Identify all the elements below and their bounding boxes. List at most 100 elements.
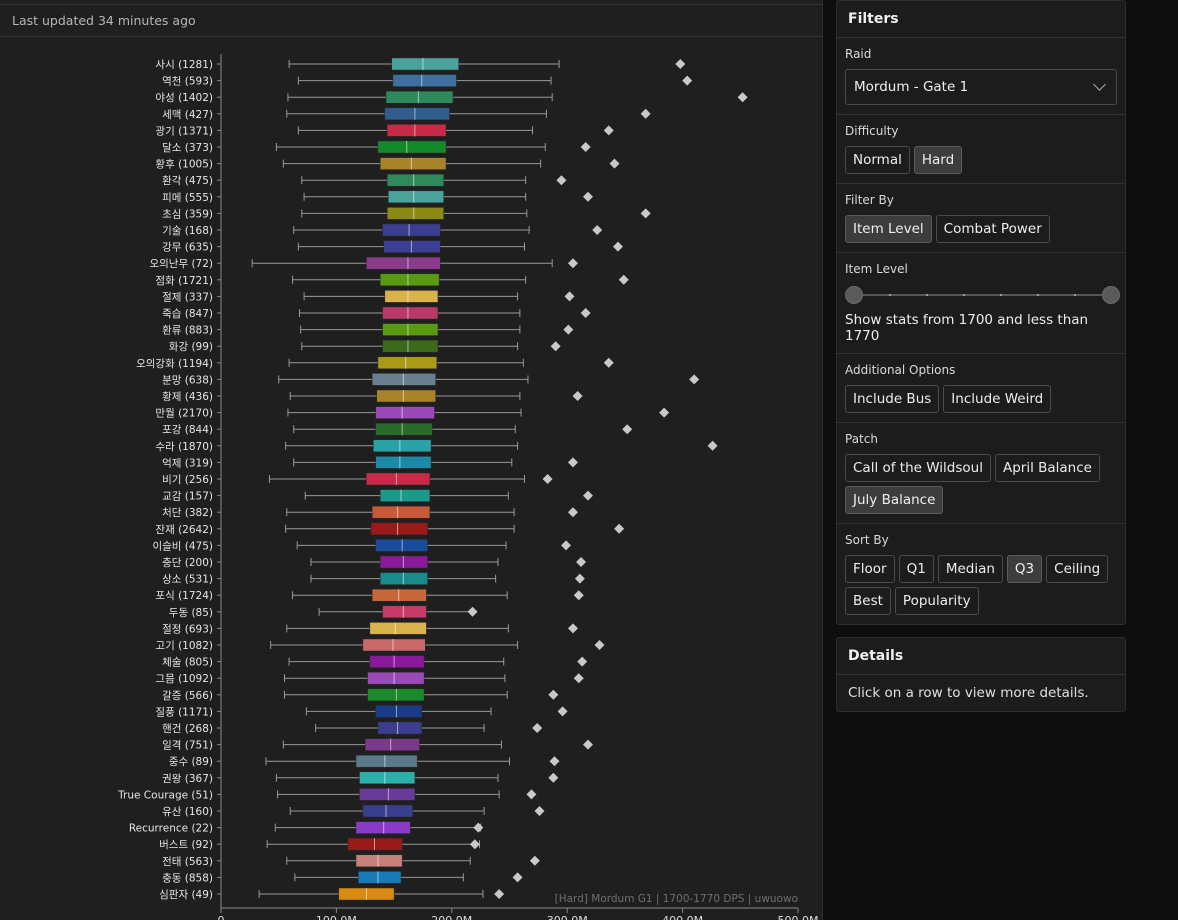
- chart-row[interactable]: 화강 (99): [169, 339, 561, 353]
- best-marker: [567, 623, 578, 634]
- chart-row[interactable]: 처단 (382): [162, 505, 578, 519]
- chart-row[interactable]: 초심 (359): [162, 207, 651, 220]
- chart-row[interactable]: 심판자 (49): [159, 887, 505, 901]
- slider-handle-min[interactable]: [845, 286, 863, 304]
- chart-row[interactable]: 버스트 (92): [159, 837, 480, 851]
- chart-row[interactable]: 죽습 (847): [162, 306, 591, 320]
- best-marker: [612, 241, 623, 252]
- chart-row[interactable]: 그믐 (1092): [155, 671, 584, 685]
- iqr-box: [380, 555, 428, 569]
- row-label: 죽습 (847): [162, 308, 213, 320]
- chart-row[interactable]: 사시 (1281): [155, 57, 686, 71]
- sort-q1-button[interactable]: Q1: [898, 555, 934, 583]
- chart-row[interactable]: 절정 (693): [162, 622, 578, 635]
- chart-row[interactable]: True Courage (51): [117, 788, 537, 801]
- sort-best-button[interactable]: Best: [845, 587, 891, 615]
- chart-row[interactable]: 교감 (157): [162, 489, 593, 503]
- chart-row[interactable]: 달소 (373): [162, 140, 591, 154]
- sort-floor-button[interactable]: Floor: [845, 555, 895, 583]
- chart-row[interactable]: 분망 (638): [162, 373, 700, 386]
- best-marker: [542, 474, 553, 484]
- sort-median-button[interactable]: Median: [937, 555, 1003, 583]
- chart-row[interactable]: 억제 (319): [162, 456, 578, 469]
- chart-row[interactable]: 피메 (555): [162, 190, 593, 204]
- patch-april-balance-button[interactable]: April Balance: [994, 454, 1100, 482]
- chart-row[interactable]: 잔재 (2642): [155, 522, 625, 536]
- chart-row[interactable]: 중수 (89): [169, 754, 560, 768]
- sort-popularity-button[interactable]: Popularity: [894, 587, 979, 615]
- best-marker: [594, 640, 605, 650]
- chart-row[interactable]: 질풍 (1171): [155, 705, 568, 718]
- patch-call-of-the-wildsoul-button[interactable]: Call of the Wildsoul: [845, 454, 991, 482]
- last-updated: Last updated 34 minutes ago: [0, 4, 822, 37]
- chart-row[interactable]: 이슬비 (475): [152, 539, 572, 552]
- row-label: 점화 (1721): [155, 275, 213, 287]
- x-tick-label: 500.0M: [778, 914, 819, 920]
- chart-row[interactable]: 충동 (858): [162, 871, 523, 884]
- filter-item-level-button[interactable]: Item Level: [845, 215, 932, 243]
- filters-title: Filters: [837, 1, 1125, 38]
- include-weird-button[interactable]: Include Weird: [943, 385, 1052, 413]
- chart-row[interactable]: 고기 (1082): [155, 638, 605, 652]
- row-label: 체술 (805): [162, 657, 213, 669]
- include-bus-button[interactable]: Include Bus: [845, 385, 940, 413]
- chart-row[interactable]: 기술 (168): [162, 223, 603, 237]
- slider-track: [853, 294, 1109, 296]
- chart-row[interactable]: 오의난무 (72): [149, 256, 578, 270]
- chart-row[interactable]: 역천 (593): [162, 74, 693, 88]
- row-label: 야성 (1402): [155, 91, 213, 104]
- chart-row[interactable]: 황제 (436): [162, 389, 583, 403]
- chart-row[interactable]: 세맥 (427): [162, 107, 651, 121]
- row-label: 기술 (168): [162, 225, 213, 237]
- chart-row[interactable]: 유산 (160): [162, 804, 545, 818]
- difficulty-hard-button[interactable]: Hard: [913, 146, 963, 174]
- sort-ceiling-button[interactable]: Ceiling: [1046, 555, 1109, 583]
- iqr-box: [359, 788, 416, 801]
- chart-row[interactable]: 점화 (1721): [155, 273, 629, 287]
- patch-section: Patch Call of the Wildsoul April Balance…: [837, 423, 1125, 524]
- chart-row[interactable]: 황후 (1005): [155, 157, 620, 171]
- best-marker: [473, 822, 484, 833]
- details-text: Click on a row to view more details.: [848, 685, 1089, 701]
- filter-combat-power-button[interactable]: Combat Power: [935, 215, 1050, 243]
- patch-july-balance-button[interactable]: July Balance: [845, 486, 944, 514]
- chart-row[interactable]: 만월 (2170): [155, 406, 670, 420]
- chart-row[interactable]: Recurrence (22): [129, 821, 484, 835]
- chart-row[interactable]: 강무 (635): [162, 240, 623, 254]
- chart-row[interactable]: 갈증 (566): [162, 688, 559, 702]
- slider-handle-max[interactable]: [1102, 286, 1120, 304]
- iqr-box: [358, 871, 402, 884]
- chart-row[interactable]: 야성 (1402): [155, 90, 748, 104]
- iqr-box: [359, 771, 416, 785]
- details-title: Details: [837, 638, 1125, 675]
- chart-row[interactable]: 일격 (751): [162, 738, 593, 752]
- chart-row[interactable]: 핸건 (268): [162, 721, 543, 735]
- chart-row[interactable]: 상소 (531): [162, 572, 585, 586]
- raid-select[interactable]: Mordum - Gate 1: [845, 69, 1117, 105]
- chart-row[interactable]: 두동 (85): [169, 605, 478, 619]
- row-label: 강무 (635): [162, 242, 213, 254]
- chart-row[interactable]: 전태 (563): [162, 854, 540, 868]
- sort-q3-button[interactable]: Q3: [1006, 555, 1043, 583]
- item-level-section: Item Level Show stats from 1700 and less…: [837, 253, 1125, 354]
- chart-row[interactable]: 체술 (805): [162, 655, 588, 669]
- x-tick-label: 300.0M: [547, 914, 588, 920]
- chart-row[interactable]: 권왕 (367): [162, 771, 559, 785]
- chart-row[interactable]: 광기 (1371): [155, 124, 614, 137]
- item-level-slider[interactable]: [845, 284, 1120, 306]
- row-label: 세맥 (427): [162, 109, 213, 121]
- chart-row[interactable]: 포강 (844): [162, 422, 633, 436]
- chart-row[interactable]: 환각 (475): [162, 173, 567, 187]
- chart-row[interactable]: 포식 (1724): [155, 588, 584, 602]
- chart-row[interactable]: 비기 (256): [162, 472, 553, 486]
- chart-row[interactable]: 절제 (337): [162, 290, 575, 303]
- chevron-down-icon: [1093, 78, 1106, 91]
- chart-row[interactable]: 충단 (200): [162, 555, 587, 569]
- best-marker: [467, 606, 478, 617]
- iqr-box: [369, 622, 427, 635]
- chart-row[interactable]: 수라 (1870): [155, 439, 718, 453]
- raid-section: Raid Mordum - Gate 1: [837, 38, 1125, 115]
- difficulty-normal-button[interactable]: Normal: [845, 146, 910, 174]
- chart-row[interactable]: 오의강화 (1194): [136, 356, 614, 370]
- chart-row[interactable]: 환류 (883): [162, 323, 574, 337]
